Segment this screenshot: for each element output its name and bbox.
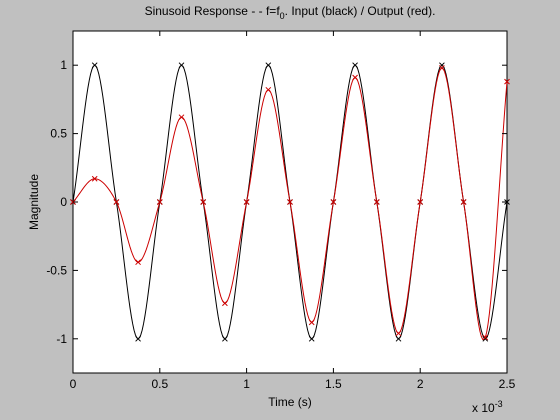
x-tick-label: 0	[70, 377, 77, 391]
chart-title-prefix: Sinusoid Response - - f=f	[145, 4, 281, 18]
series-1-marker	[135, 259, 141, 266]
x-axis-scale-exponent: -3	[495, 399, 503, 409]
series-0-marker	[265, 62, 272, 69]
series-0-marker	[91, 62, 98, 69]
series-1-marker	[439, 65, 445, 71]
series-0-marker	[135, 335, 141, 342]
chart-title: Sinusoid Response - - f=f0. Input (black…	[145, 4, 436, 21]
series-1-marker	[287, 199, 293, 205]
series-1-marker	[308, 319, 315, 326]
series-1-marker	[91, 175, 98, 182]
y-tick-label: -0.5	[46, 263, 67, 277]
y-axis-label: Magnitude	[27, 174, 41, 230]
series-1-marker	[395, 330, 402, 337]
series-1-marker	[373, 199, 380, 205]
series-1-marker	[330, 199, 337, 205]
series-1-marker	[156, 199, 163, 205]
series-1-marker	[482, 334, 489, 341]
y-tick-label: 0.5	[50, 127, 67, 141]
series-0-marker	[395, 335, 402, 342]
x-tick-label: 1.5	[325, 377, 342, 391]
series-1-marker	[113, 199, 120, 205]
markers-layer	[70, 62, 510, 342]
x-axis-scale-factor: x 10-3	[472, 399, 503, 415]
series-1-marker	[222, 300, 228, 307]
series-0-marker	[352, 62, 358, 69]
x-tick-label: 2.5	[499, 377, 516, 391]
chart-title-suffix: . Input (black) / Output (red).	[285, 4, 436, 18]
x-axis-label: Time (s)	[268, 395, 312, 409]
series-1-marker	[352, 74, 358, 81]
y-tick-label: 1	[60, 58, 67, 72]
x-tick-label: 0.5	[151, 377, 168, 391]
x-axis-scale-base: x 10	[472, 401, 495, 415]
series-0-marker	[308, 335, 315, 342]
series-1-marker	[460, 199, 467, 205]
series-1-marker	[417, 199, 424, 205]
chart-title-subscript: 0	[280, 11, 285, 21]
series-0-marker	[482, 335, 489, 342]
series-1-marker	[178, 114, 185, 121]
series-1-marker	[265, 86, 272, 93]
ticks-layer: 0 0.5 1 1.5 2 2.5 -1 -0.5 0 0.5 1	[46, 31, 516, 391]
y-tick-label: 0	[60, 195, 67, 209]
series-1-marker	[200, 199, 207, 205]
series-1-marker	[243, 199, 250, 205]
series-0-marker	[178, 62, 185, 69]
y-tick-label: -1	[56, 332, 67, 346]
series-1-marker	[504, 78, 510, 85]
series-0-marker	[222, 335, 228, 342]
x-tick-label: 1	[243, 377, 250, 391]
x-tick-label: 2	[417, 377, 424, 391]
